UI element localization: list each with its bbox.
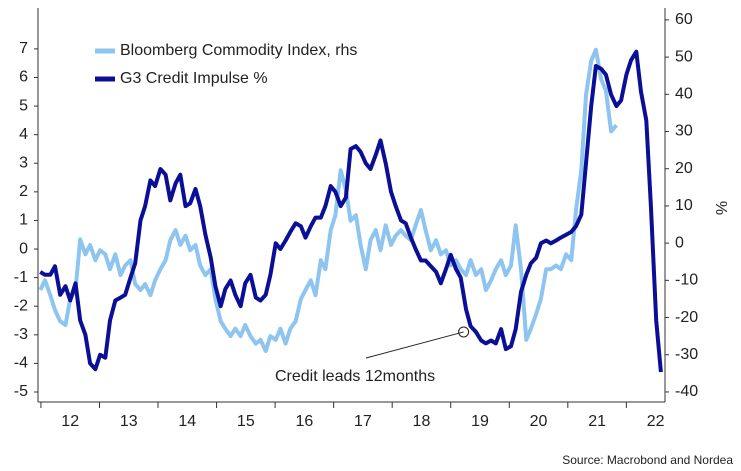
y2-tick-label: -40 [675, 383, 698, 400]
y-tick-label: 4 [19, 126, 28, 143]
x-tick-label: 18 [413, 413, 431, 430]
legend-label: Bloomberg Commodity Index, rhs [120, 42, 357, 59]
y2-tick-label: 50 [675, 48, 693, 65]
y2-tick-label: 60 [675, 11, 693, 28]
y-tick-label: 3 [19, 154, 28, 171]
x-tick-label: 22 [647, 413, 665, 430]
legend-label: G3 Credit Impulse % [120, 70, 268, 87]
x-tick-label: 21 [588, 413, 606, 430]
x-tick-label: 14 [178, 413, 196, 430]
x-tick-label: 20 [530, 413, 548, 430]
y-tick-label: 0 [19, 240, 28, 257]
x-tick-label: 13 [120, 413, 138, 430]
y-tick-label: -2 [14, 297, 28, 314]
y-tick-label: 2 [19, 183, 28, 200]
annotation-text: Credit leads 12months [275, 368, 435, 385]
y-tick-label: -1 [14, 269, 28, 286]
x-tick-label: 16 [295, 413, 313, 430]
annotation-line [365, 331, 464, 359]
series-line [39, 49, 663, 373]
x-tick-label: 17 [354, 413, 372, 430]
y-tick-label: 5 [19, 97, 28, 114]
y2-tick-label: 30 [675, 123, 693, 140]
y-tick-label: -4 [14, 355, 28, 372]
series-line [38, 47, 618, 353]
x-tick-label: 19 [471, 413, 489, 430]
x-tick-label: 15 [237, 413, 255, 430]
y2-tick-label: 0 [675, 234, 684, 251]
y2-tick-label: 40 [675, 86, 693, 103]
annotation-marker [458, 326, 470, 338]
y-tick-label: -3 [14, 326, 28, 343]
y2-axis-label: % [712, 201, 729, 215]
y2-tick-label: -30 [675, 346, 698, 363]
y2-tick-label: -20 [675, 309, 698, 326]
source: Source: Macrobond and Nordea [562, 453, 733, 467]
y2-tick-label: 20 [675, 160, 693, 177]
y2-tick-label: -10 [675, 272, 698, 289]
y-tick-label: 1 [19, 212, 28, 229]
y-tick-label: -5 [14, 383, 28, 400]
y2-tick-label: 10 [675, 197, 693, 214]
y-tick-label: 7 [19, 40, 28, 57]
x-tick-label: 12 [61, 413, 79, 430]
y-tick-label: 6 [19, 69, 28, 86]
